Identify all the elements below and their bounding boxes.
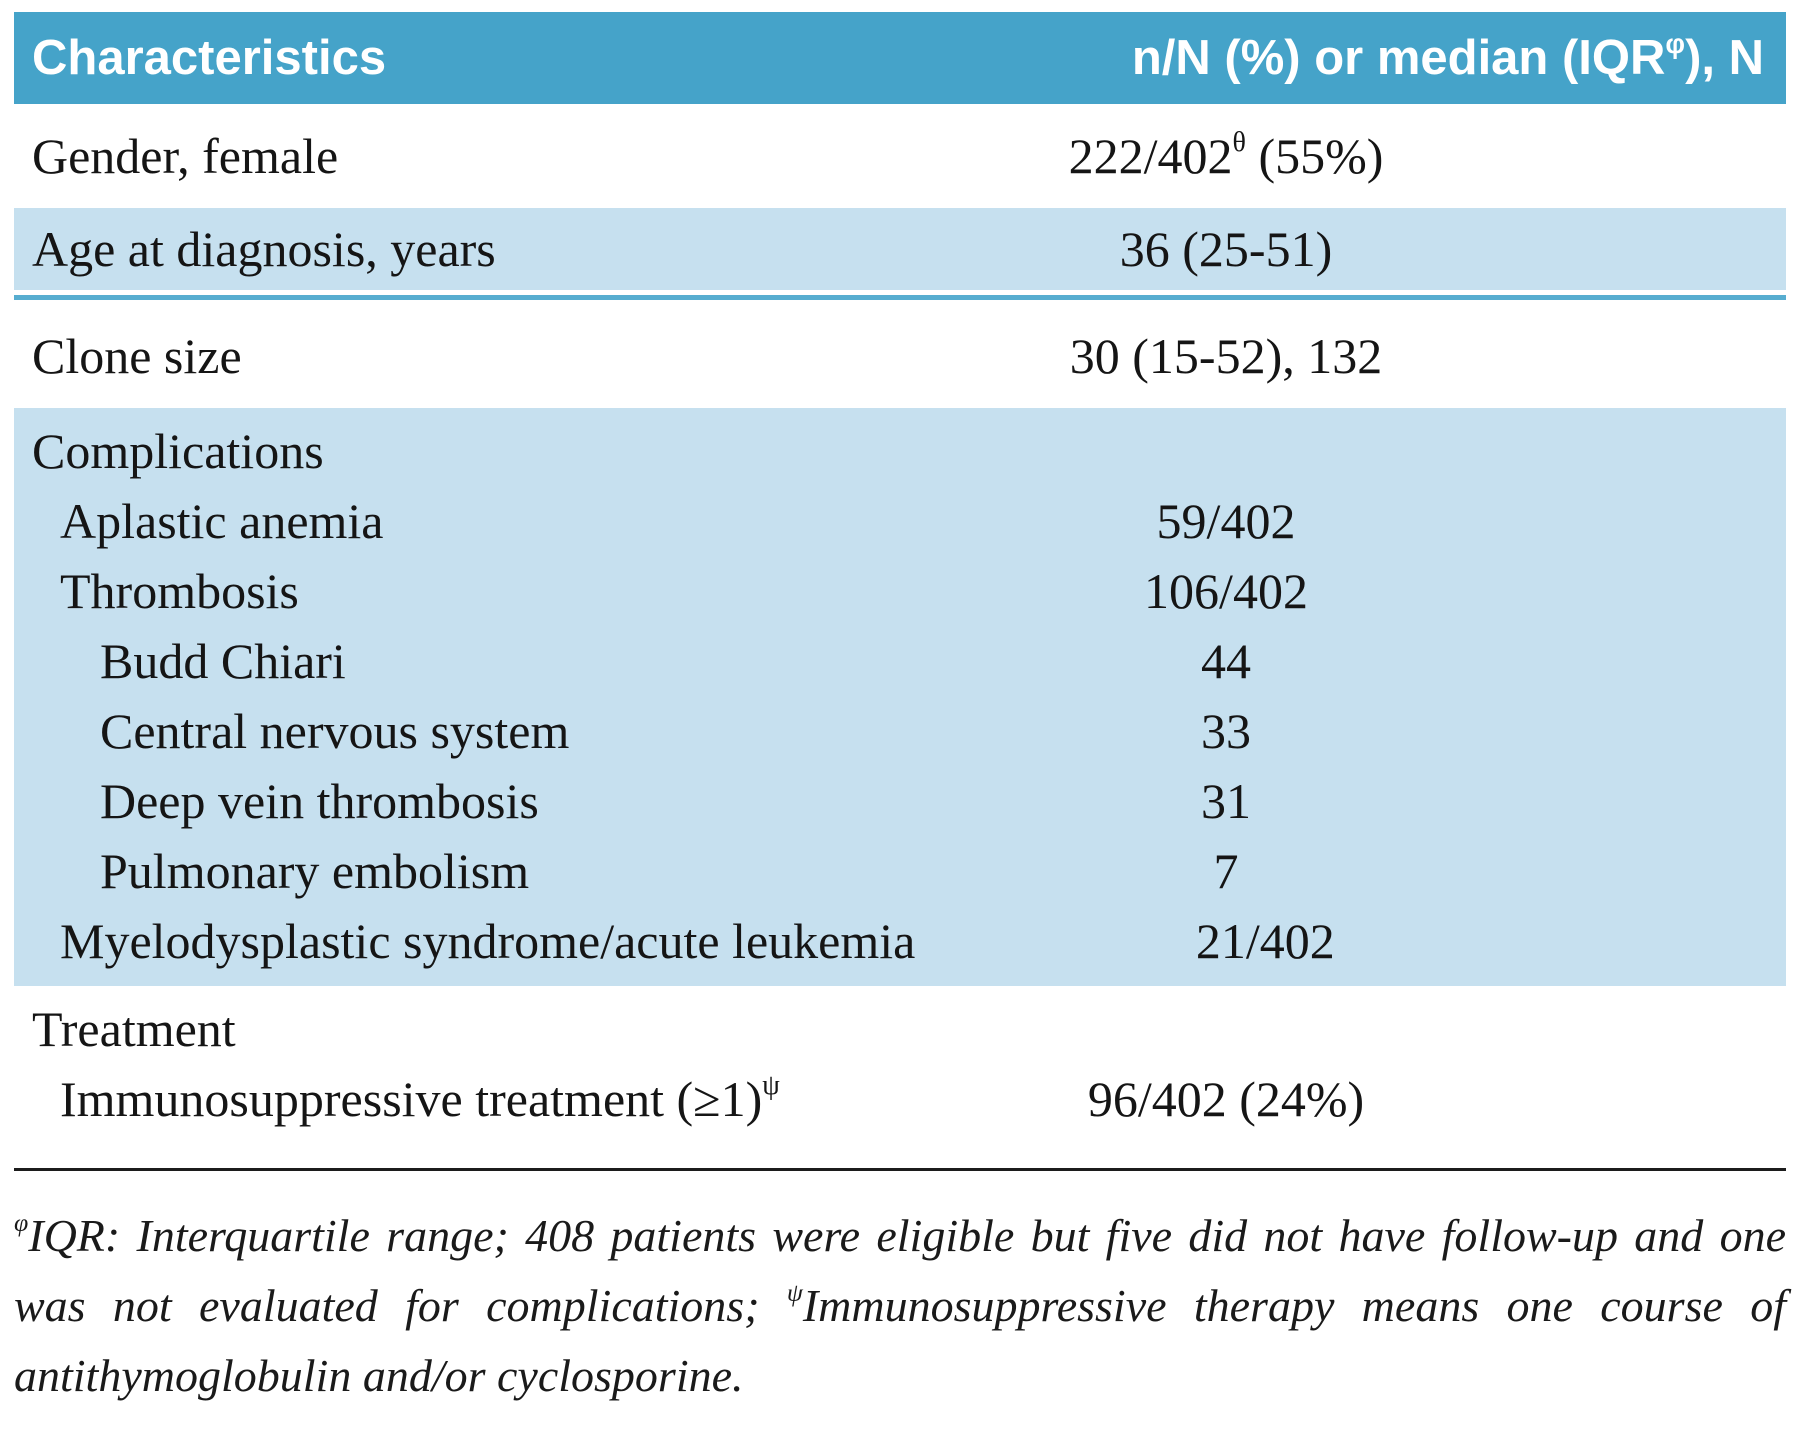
table-row: Age at diagnosis, years 36 (25-51) bbox=[14, 208, 1786, 300]
row-label-text: Immunosuppressive treatment (≥1) bbox=[60, 1071, 763, 1127]
row-label-text: Thrombosis bbox=[60, 563, 299, 619]
row-label-text: Aplastic anemia bbox=[60, 493, 384, 549]
table-row: Pulmonary embolism 7 bbox=[14, 836, 1786, 906]
header-values-text: n/N (%) or median (IQR bbox=[1131, 31, 1666, 85]
row-value-text: 106/402 bbox=[1144, 563, 1308, 619]
table-body: Gender, female 222/402θ (55%) Age at dia… bbox=[14, 104, 1786, 1134]
row-label-text: Central nervous system bbox=[100, 703, 570, 759]
row-value-superscript: θ bbox=[1232, 127, 1246, 159]
row-value-text: 96/402 (24%) bbox=[1087, 1071, 1365, 1127]
row-value-suffix: (55%) bbox=[1245, 128, 1384, 184]
row-value-cell: 36 (25-51) bbox=[876, 220, 1576, 278]
row-value-cell: 59/402 bbox=[876, 492, 1576, 550]
header-characteristics-label: Characteristics bbox=[32, 31, 387, 85]
footnote-text-1: IQR: Interquartile range; 408 patients w… bbox=[14, 1210, 1786, 1331]
row-label-text: Clone size bbox=[32, 328, 242, 384]
row-value-cell: 96/402 (24%) bbox=[876, 1070, 1576, 1128]
row-value-text: 31 bbox=[1201, 773, 1251, 829]
row-value-text: 36 (25-51) bbox=[1119, 221, 1333, 277]
table-row: Central nervous system 33 bbox=[14, 696, 1786, 766]
footnote: φIQR: Interquartile range; 408 patients … bbox=[14, 1201, 1786, 1411]
row-value-text: 21/402 bbox=[1195, 913, 1335, 969]
row-label-cell: Clone size bbox=[14, 327, 876, 385]
row-label-cell: Complications bbox=[14, 422, 876, 480]
footnote-text-2: Immunosuppressive therapy means one cour… bbox=[14, 1279, 1786, 1401]
table-row: Deep vein thrombosis 31 bbox=[14, 766, 1786, 836]
table-row: Treatment bbox=[14, 986, 1786, 1064]
row-value-text: 222/402 bbox=[1068, 128, 1233, 184]
row-label-cell: Age at diagnosis, years bbox=[14, 220, 876, 278]
row-label-text: Gender, female bbox=[32, 128, 339, 184]
row-label-cell: Aplastic anemia bbox=[14, 492, 876, 550]
header-values-suffix: ), N bbox=[1685, 31, 1764, 85]
table-row: Aplastic anemia 59/402 bbox=[14, 486, 1786, 556]
row-value-cell: 7 bbox=[876, 842, 1576, 900]
table-row: Immunosuppressive treatment (≥1)ψ 96/402… bbox=[14, 1064, 1786, 1134]
footnote-phi-superscript: φ bbox=[14, 1207, 29, 1237]
row-label-cell: Myelodysplastic syndrome/acute leukemia bbox=[14, 912, 915, 970]
row-value-cell: 222/402θ (55%) bbox=[876, 127, 1576, 185]
row-label-cell: Deep vein thrombosis bbox=[14, 772, 876, 830]
footnote-divider bbox=[14, 1168, 1786, 1171]
table-row: Myelodysplastic syndrome/acute leukemia … bbox=[14, 906, 1786, 986]
row-label-cell: Central nervous system bbox=[14, 702, 876, 760]
row-label-text: Treatment bbox=[32, 1001, 236, 1057]
footnote-psi-superscript: ψ bbox=[786, 1277, 803, 1307]
row-label-cell: Treatment bbox=[14, 1000, 876, 1058]
row-value-text: 33 bbox=[1201, 703, 1251, 759]
row-label-text: Myelodysplastic syndrome/acute leukemia bbox=[60, 913, 916, 969]
table-row: Thrombosis 106/402 bbox=[14, 556, 1786, 626]
row-label-cell: Pulmonary embolism bbox=[14, 842, 876, 900]
row-label-text: Budd Chiari bbox=[100, 633, 346, 689]
table-row: Clone size 30 (15-52), 132 bbox=[14, 304, 1786, 408]
row-value-cell: 30 (15-52), 132 bbox=[876, 327, 1576, 385]
row-value-text: 59/402 bbox=[1156, 493, 1296, 549]
row-label-superscript: ψ bbox=[762, 1070, 780, 1102]
row-value-text: 7 bbox=[1213, 843, 1239, 899]
row-label-text: Age at diagnosis, years bbox=[32, 221, 496, 277]
row-value-cell: 21/402 bbox=[915, 912, 1615, 970]
row-value-text: 30 (15-52), 132 bbox=[1069, 328, 1383, 384]
table-header-row: Characteristics n/N (%) or median (IQRφ)… bbox=[14, 12, 1786, 104]
row-label-cell: Gender, female bbox=[14, 127, 876, 185]
row-label-cell: Budd Chiari bbox=[14, 632, 876, 690]
row-label-text: Deep vein thrombosis bbox=[100, 773, 539, 829]
table-row: Gender, female 222/402θ (55%) bbox=[14, 104, 1786, 208]
row-value-cell: 33 bbox=[876, 702, 1576, 760]
row-value-cell: 44 bbox=[876, 632, 1576, 690]
row-label-text: Complications bbox=[32, 423, 324, 479]
row-value-text: 44 bbox=[1201, 633, 1251, 689]
header-values-label: n/N (%) or median (IQRφ), N bbox=[1131, 27, 1764, 86]
row-label-text: Pulmonary embolism bbox=[100, 843, 530, 899]
header-phi-superscript: φ bbox=[1665, 27, 1686, 59]
table-row: Complications bbox=[14, 408, 1786, 486]
table-row: Budd Chiari 44 bbox=[14, 626, 1786, 696]
row-label-cell: Thrombosis bbox=[14, 562, 876, 620]
row-value-cell: 106/402 bbox=[876, 562, 1576, 620]
row-value-cell: 31 bbox=[876, 772, 1576, 830]
row-label-cell: Immunosuppressive treatment (≥1)ψ bbox=[14, 1070, 876, 1128]
